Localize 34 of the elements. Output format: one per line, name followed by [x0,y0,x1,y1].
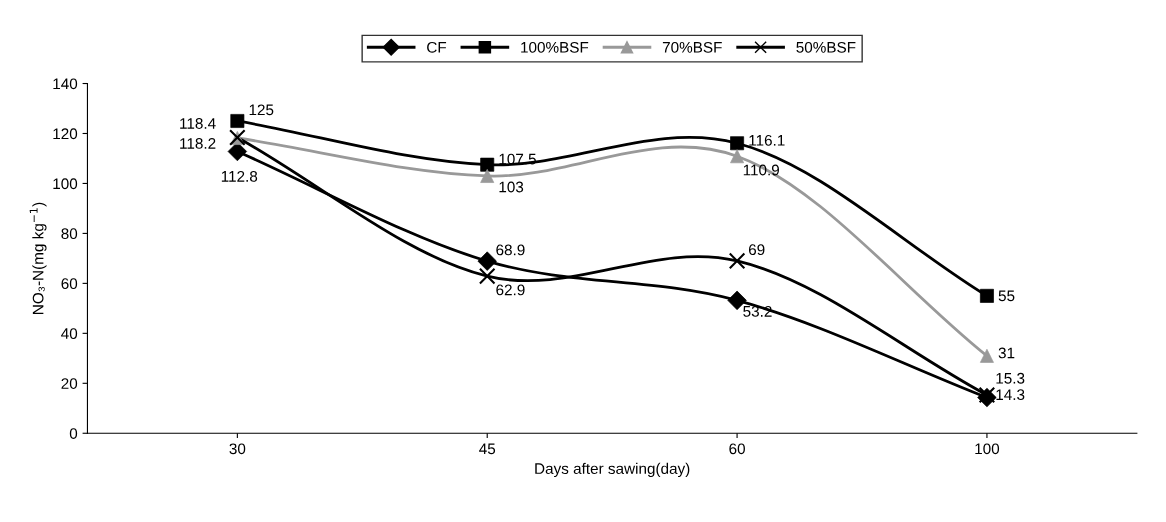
point [728,252,746,270]
data-label: 112.8 [221,170,258,182]
y-tick-label: 120 [53,128,78,140]
y-tick-label: 100 [53,178,78,190]
y-tick-label: 140 [53,78,78,90]
data-label: 15.3 [996,372,1025,384]
data-label: 69 [748,244,765,256]
data-label: 62.9 [496,284,525,296]
data-label: 118.2 [180,138,216,149]
data-label: 118.4 [180,118,216,129]
x-axis-title: Days after sawing(day) [535,462,690,478]
point [478,267,496,285]
data-label: 55 [998,290,1015,302]
x-tick-label: 60 [729,443,745,455]
y-tick-label: 20 [61,378,78,389]
legend-label: 70%BSF [662,41,722,53]
x-tick-label: 30 [229,443,246,455]
y-tick-label: 40 [61,328,78,340]
data-label: 116.1 [749,134,785,146]
x-tick-label: 100 [975,443,1000,455]
data-label: 110.9 [743,164,780,176]
data-label: 125 [249,104,274,116]
data-label: 14.3 [996,389,1025,401]
data-label: 68.9 [496,244,525,256]
data-label: 31 [998,347,1015,359]
x-tick-label: 45 [479,443,496,455]
legend-label: 100%BSF [521,41,589,53]
y-tick-label: 0 [69,428,78,439]
y-tick-label: 60 [61,278,78,290]
y-axis-title: NO₃-N(mg kg$^{−1}$) [29,202,47,314]
y-tick-label: 80 [61,228,78,240]
data-label: 103 [499,181,524,193]
legend-label: 50%BSF [796,41,856,53]
legend-label: CF [427,41,447,53]
